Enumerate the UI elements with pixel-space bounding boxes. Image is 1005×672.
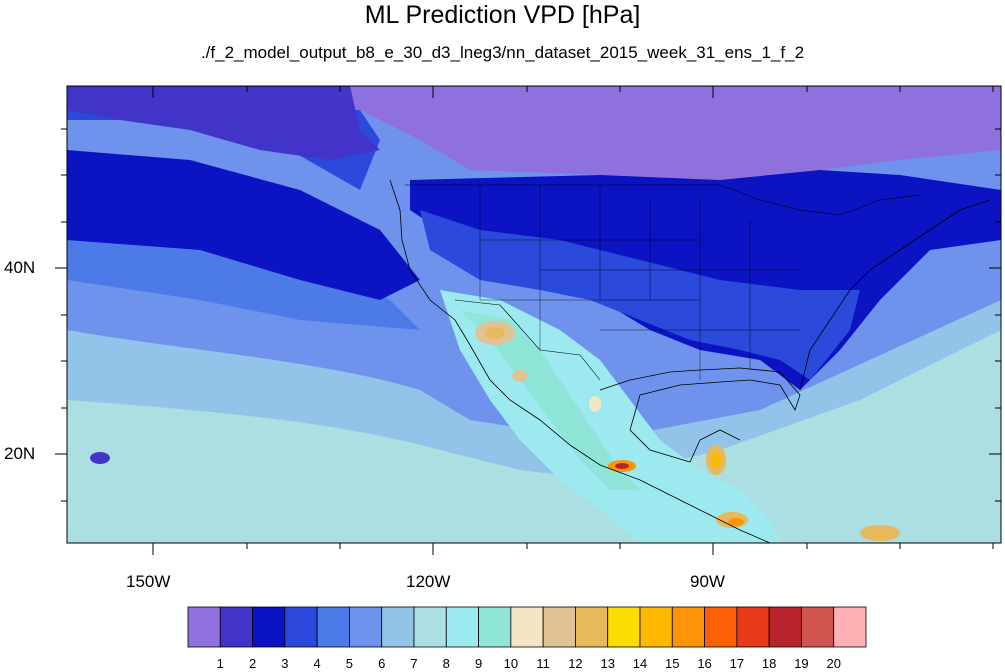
colorbar-tick-label: 3 (281, 656, 289, 671)
colorbar-swatch (349, 606, 383, 648)
colorbar-swatch (736, 606, 770, 648)
colorbar-swatch (252, 606, 286, 648)
colorbar-swatch (542, 606, 576, 648)
colorbar-tick-label: 2 (248, 656, 257, 671)
colorbar-swatch (510, 606, 544, 648)
lat-label-40n: 40N (4, 258, 36, 277)
colorbar-tick-label: 1 (216, 656, 224, 671)
colorbar-tick-label: 6 (378, 656, 386, 671)
field-mexico-aqua (460, 310, 640, 490)
colorbar-tick-label: 19 (794, 656, 809, 671)
vpd-field (67, 86, 1001, 543)
colorbar-tick-label: 11 (536, 656, 550, 671)
colorbar-tick-label: 7 (410, 656, 418, 671)
lat-label-20n: 20N (4, 444, 36, 463)
hotspot-south-america (860, 525, 900, 541)
colorbar-swatch (704, 606, 738, 648)
colorbar-swatch (187, 606, 221, 648)
hotspot-yucatan-core (711, 452, 721, 468)
colorbar-tick-label: 16 (697, 656, 712, 671)
colorbar-tick-label: 4 (313, 656, 321, 671)
colorbar-tick-label: 13 (600, 656, 615, 671)
colorbar-tick-label: 17 (729, 656, 745, 671)
colorbar-swatch (607, 606, 641, 648)
lat-ticks-left (55, 128, 67, 502)
colorbar-swatch (445, 606, 479, 648)
lon-ticks-bottom (152, 543, 994, 555)
hotspot-gulf-lakes (589, 396, 601, 412)
hotspot-guerrero-core (615, 463, 629, 469)
state-lines (479, 185, 800, 380)
colorbar-tick-label: 10 (503, 656, 519, 671)
hotspot-sonora-core (485, 327, 505, 339)
field-contour-east-pacific (67, 249, 331, 311)
colorbar-tick-label: 12 (568, 656, 583, 671)
lon-label-120w: 120W (406, 572, 451, 591)
border-us-canada (405, 184, 921, 216)
colorbar-tick-label: 9 (474, 656, 483, 671)
lat-ticks-right (989, 128, 1001, 502)
island-hawaii (90, 452, 110, 464)
hotspot-baja (512, 370, 528, 382)
colorbar-swatch (671, 606, 705, 648)
colorbar-swatch (768, 606, 802, 648)
field-north-purple (67, 86, 1001, 180)
field-band-deep-pacific (67, 150, 420, 300)
lon-ticks-top (152, 86, 994, 98)
colorbar-swatch (284, 606, 318, 648)
map-subtitle: ./f_2_model_output_b8_e_30_d3_lneg3/nn_d… (200, 43, 805, 62)
colorbar-tick-label: 18 (761, 656, 777, 671)
colorbar-tick-label: 8 (442, 656, 450, 671)
coastline-east (799, 199, 991, 391)
colorbar-tick-label: 5 (345, 656, 354, 671)
lon-label-90w: 90W (690, 572, 725, 591)
map-title: ML Prediction VPD [hPa] (364, 1, 641, 29)
colorbar-tick-label: 20 (826, 656, 841, 671)
colorbar-swatch (801, 606, 835, 648)
colorbar-swatch (639, 606, 673, 648)
lon-label-150w: 150W (126, 572, 171, 591)
colorbar-swatch (219, 606, 253, 648)
colorbar-swatch (413, 606, 447, 648)
colorbar-tick-label: 15 (665, 656, 680, 671)
field-north-violet (67, 86, 380, 160)
colorbar-swatch (833, 606, 867, 648)
field-band-cyan-south (67, 330, 1001, 543)
colorbar-swatch (316, 606, 350, 648)
colorbar-swatch (575, 606, 609, 648)
hotspot-central-america-core (728, 518, 744, 526)
colorbar-swatch (381, 606, 415, 648)
colorbar-tick-label: 14 (632, 656, 648, 671)
colorbar (187, 606, 867, 648)
colorbar-swatch (478, 606, 512, 648)
coastline-west (389, 179, 771, 543)
